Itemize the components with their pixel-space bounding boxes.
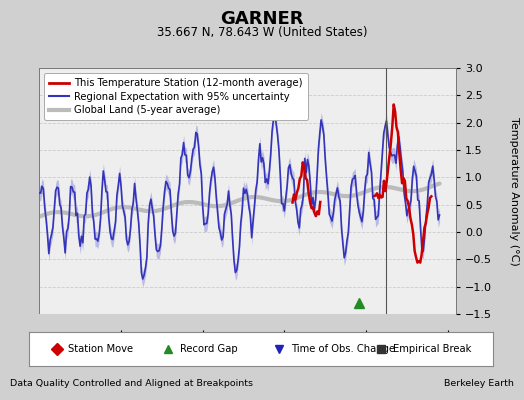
Text: 35.667 N, 78.643 W (United States): 35.667 N, 78.643 W (United States) [157,26,367,39]
Text: Time of Obs. Change: Time of Obs. Change [291,344,395,354]
Text: GARNER: GARNER [220,10,304,28]
Text: Data Quality Controlled and Aligned at Breakpoints: Data Quality Controlled and Aligned at B… [10,379,254,388]
Text: Station Move: Station Move [68,344,134,354]
Text: Record Gap: Record Gap [180,344,237,354]
Text: Berkeley Earth: Berkeley Earth [444,379,514,388]
Legend: This Temperature Station (12-month average), Regional Expectation with 95% uncer: This Temperature Station (12-month avera… [45,73,308,120]
Text: Empirical Break: Empirical Break [393,344,471,354]
Y-axis label: Temperature Anomaly (°C): Temperature Anomaly (°C) [509,117,519,265]
